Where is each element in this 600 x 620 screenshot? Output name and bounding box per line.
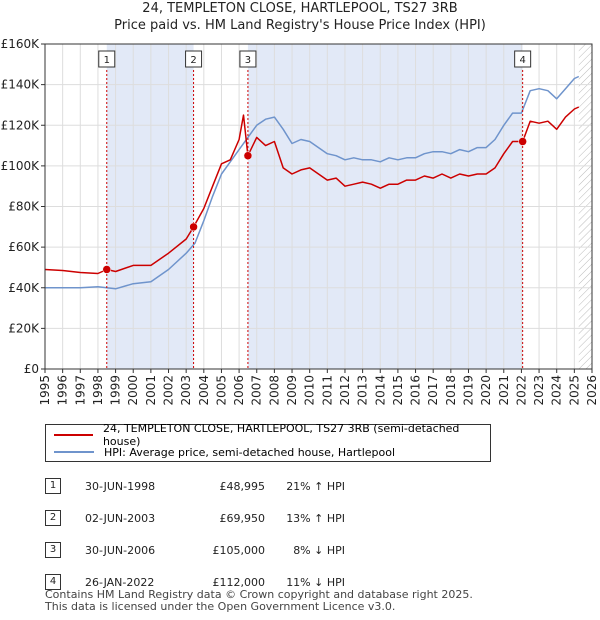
x-tick-label: 2001: [144, 375, 158, 406]
x-tick-label: 2026: [585, 375, 599, 406]
sale-marker-label: 2: [190, 55, 196, 66]
sale-number-badge: 2: [45, 510, 61, 526]
sale-point: [518, 137, 527, 146]
footer-attribution: Contains HM Land Registry data © Crown c…: [45, 589, 473, 613]
sale-date: 30-JUN-2006: [85, 543, 156, 557]
sale-marker-box: [514, 50, 532, 68]
x-tick-label: 2007: [250, 375, 264, 406]
x-tick-label: 2000: [126, 375, 140, 406]
sale-hpi-delta: 13% ↑ HPI: [286, 511, 345, 525]
series-line: [44, 106, 580, 275]
legend-item-property: 24, TEMPLETON CLOSE, HARTLEPOOL, TS27 3R…: [54, 422, 490, 448]
y-tick-label: £100K: [1, 159, 41, 173]
chart-legend: 24, TEMPLETON CLOSE, HARTLEPOOL, TS27 3R…: [45, 422, 491, 462]
sale-hpi-delta: 11% ↓ HPI: [286, 575, 345, 589]
y-tick-label: £40K: [8, 281, 40, 295]
sale-number-badge: 3: [45, 542, 61, 558]
y-tick-label: £0: [24, 362, 39, 376]
x-tick-label: 2014: [373, 375, 387, 406]
sale-date: 30-JUN-1998: [85, 479, 156, 493]
y-tick-label: £20K: [8, 321, 40, 335]
x-tick-label: 2009: [285, 375, 299, 406]
sale-number-badge: 1: [45, 478, 61, 494]
sale-marker-label: 4: [519, 55, 525, 66]
table-row: 2 02-JUN-2003 £69,950 13% ↑ HPI: [45, 502, 345, 534]
x-tick-label: 1996: [56, 375, 70, 406]
sale-number-badge: 4: [45, 574, 61, 590]
legend-item-hpi: HPI: Average price, semi-detached house,…: [54, 444, 395, 460]
x-tick-label: 1999: [109, 375, 123, 406]
x-tick-label: 2002: [162, 375, 176, 406]
y-tick-label: £80K: [8, 200, 40, 214]
sale-marker-box: [185, 50, 203, 68]
sale-marker-label: 3: [245, 55, 251, 66]
x-tick-label: 2015: [391, 375, 405, 406]
x-tick-label: 2008: [267, 375, 281, 406]
x-tick-label: 2021: [497, 375, 511, 406]
x-tick-label: 1998: [91, 375, 105, 406]
sale-date: 02-JUN-2003: [85, 511, 156, 525]
x-tick-label: 2010: [303, 375, 317, 406]
footer-line-2: This data is licensed under the Open Gov…: [45, 600, 396, 613]
sale-marker-box: [98, 50, 116, 68]
x-tick-label: 2012: [338, 375, 352, 406]
sale-marker-label: 1: [104, 55, 110, 66]
x-tick-label: 2013: [356, 375, 370, 406]
x-tick-label: 2006: [232, 375, 246, 406]
x-tick-label: 1995: [38, 375, 52, 406]
x-tick-label: 2018: [444, 375, 458, 406]
x-tick-label: 2024: [550, 375, 564, 406]
legend-swatch-property: [54, 434, 93, 436]
sale-point: [189, 222, 198, 232]
sale-point: [102, 265, 112, 274]
chart-title: 24, TEMPLETON CLOSE, HARTLEPOOL, TS27 3R…: [142, 1, 458, 16]
sale-marker-box: [239, 50, 257, 68]
x-tick-label: 2022: [514, 375, 528, 406]
sale-hpi-delta: 8% ↓ HPI: [293, 543, 345, 557]
x-tick-label: 2005: [214, 375, 228, 406]
sales-table: 1 30-JUN-1998 £48,995 21% ↑ HPI 2 02-JUN…: [45, 470, 345, 598]
sale-point: [243, 151, 253, 160]
x-tick-label: 2004: [197, 375, 211, 406]
legend-swatch-hpi: [54, 451, 94, 453]
y-tick-label: £160K: [1, 37, 41, 51]
y-tick-label: £60K: [8, 240, 40, 254]
x-tick-label: 1997: [73, 375, 87, 406]
sale-price: £69,950: [219, 511, 266, 525]
legend-label-property: 24, TEMPLETON CLOSE, HARTLEPOOL, TS27 3R…: [102, 422, 460, 448]
legend-label-hpi: HPI: Average price, semi-detached house,…: [104, 445, 396, 459]
series-line: [45, 75, 580, 290]
sale-date: 26-JAN-2022: [85, 575, 155, 589]
sale-hpi-delta: 21% ↑ HPI: [286, 479, 345, 493]
table-row: 3 30-JUN-2006 £105,000 8% ↓ HPI: [45, 534, 345, 566]
x-tick-label: 2017: [426, 375, 440, 406]
sale-price: £112,000: [212, 575, 266, 589]
x-tick-label: 2025: [567, 375, 581, 406]
table-row: 4 26-JAN-2022 £112,000 11% ↓ HPI: [45, 566, 345, 598]
y-tick-label: £140K: [1, 78, 41, 92]
price-chart: 1 2 3 4 £0 £20K £40K £60K £80K £100K £120K £140K £1…: [1, 37, 599, 406]
sale-price: £105,000: [212, 543, 266, 557]
x-tick-label: 2023: [532, 375, 546, 406]
sale-price: £48,995: [219, 479, 266, 493]
footer-line-1: Contains HM Land Registry data © Crown c…: [45, 588, 473, 601]
x-tick-label: 2016: [409, 375, 423, 406]
table-row: 1 30-JUN-1998 £48,995 21% ↑ HPI: [45, 470, 345, 502]
x-tick-label: 2019: [461, 375, 475, 406]
x-tick-label: 2003: [179, 375, 193, 406]
x-tick-label: 2020: [479, 375, 493, 406]
x-tick-label: 2011: [320, 375, 334, 406]
y-tick-label: £120K: [1, 118, 41, 132]
chart-subtitle: Price paid vs. HM Land Registry's House …: [114, 18, 486, 33]
